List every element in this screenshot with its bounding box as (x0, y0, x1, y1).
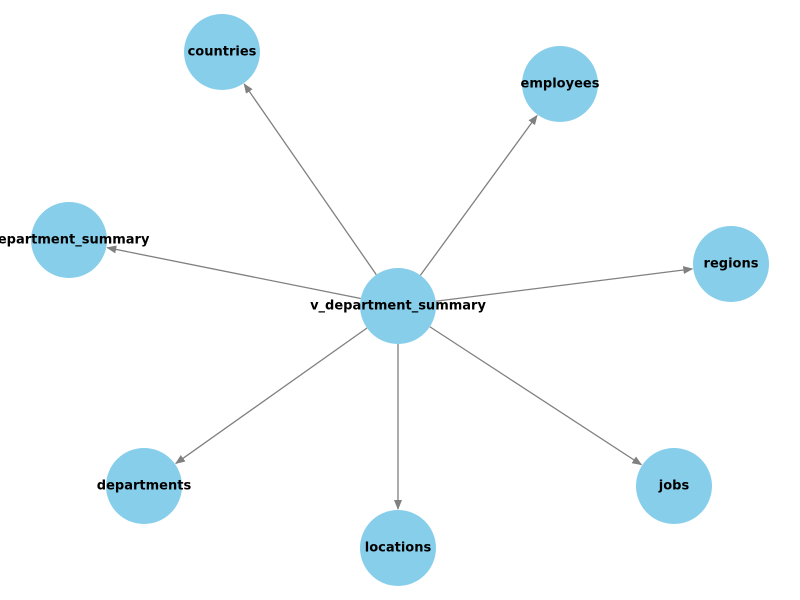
node-circle-employees (522, 46, 598, 122)
nodes-layer: v_department_summary countries employees de… (0, 14, 769, 586)
node-circle-regions (693, 226, 769, 302)
node-label-employees: employees (521, 77, 600, 92)
edges-layer (106, 83, 694, 510)
node-circle-department_summary (31, 202, 107, 278)
node-label-departments: departments (97, 479, 192, 494)
node-regions: regions (693, 226, 769, 302)
node-circle-v_department_summary (360, 268, 436, 344)
node-locations: locations (360, 510, 436, 586)
node-employees: employees (521, 46, 600, 122)
node-label-jobs: jobs (658, 479, 690, 494)
edge-v_department_summary-to-employees (419, 114, 538, 276)
node-circle-countries (184, 14, 260, 90)
node-label-department_summary: department_summary (0, 233, 150, 248)
node-circle-locations (360, 510, 436, 586)
node-circle-jobs (636, 448, 712, 524)
node-v_department_summary: v_department_summary (310, 268, 486, 344)
node-label-countries: countries (188, 45, 257, 60)
node-departments: departments (97, 448, 192, 524)
edge-v_department_summary-to-department_summary (106, 245, 361, 300)
edge-v_department_summary-to-departments (175, 327, 368, 465)
edge-v_department_summary-to-jobs (429, 326, 643, 466)
edge-v_department_summary-to-regions (435, 266, 694, 302)
node-label-v_department_summary: v_department_summary (310, 299, 486, 314)
node-circle-departments (106, 448, 182, 524)
edge-v_department_summary-to-countries (243, 83, 377, 276)
node-label-locations: locations (365, 541, 432, 556)
node-label-regions: regions (704, 257, 759, 272)
node-department_summary: department_summary (0, 202, 150, 278)
node-countries: countries (184, 14, 260, 90)
node-jobs: jobs (636, 448, 712, 524)
